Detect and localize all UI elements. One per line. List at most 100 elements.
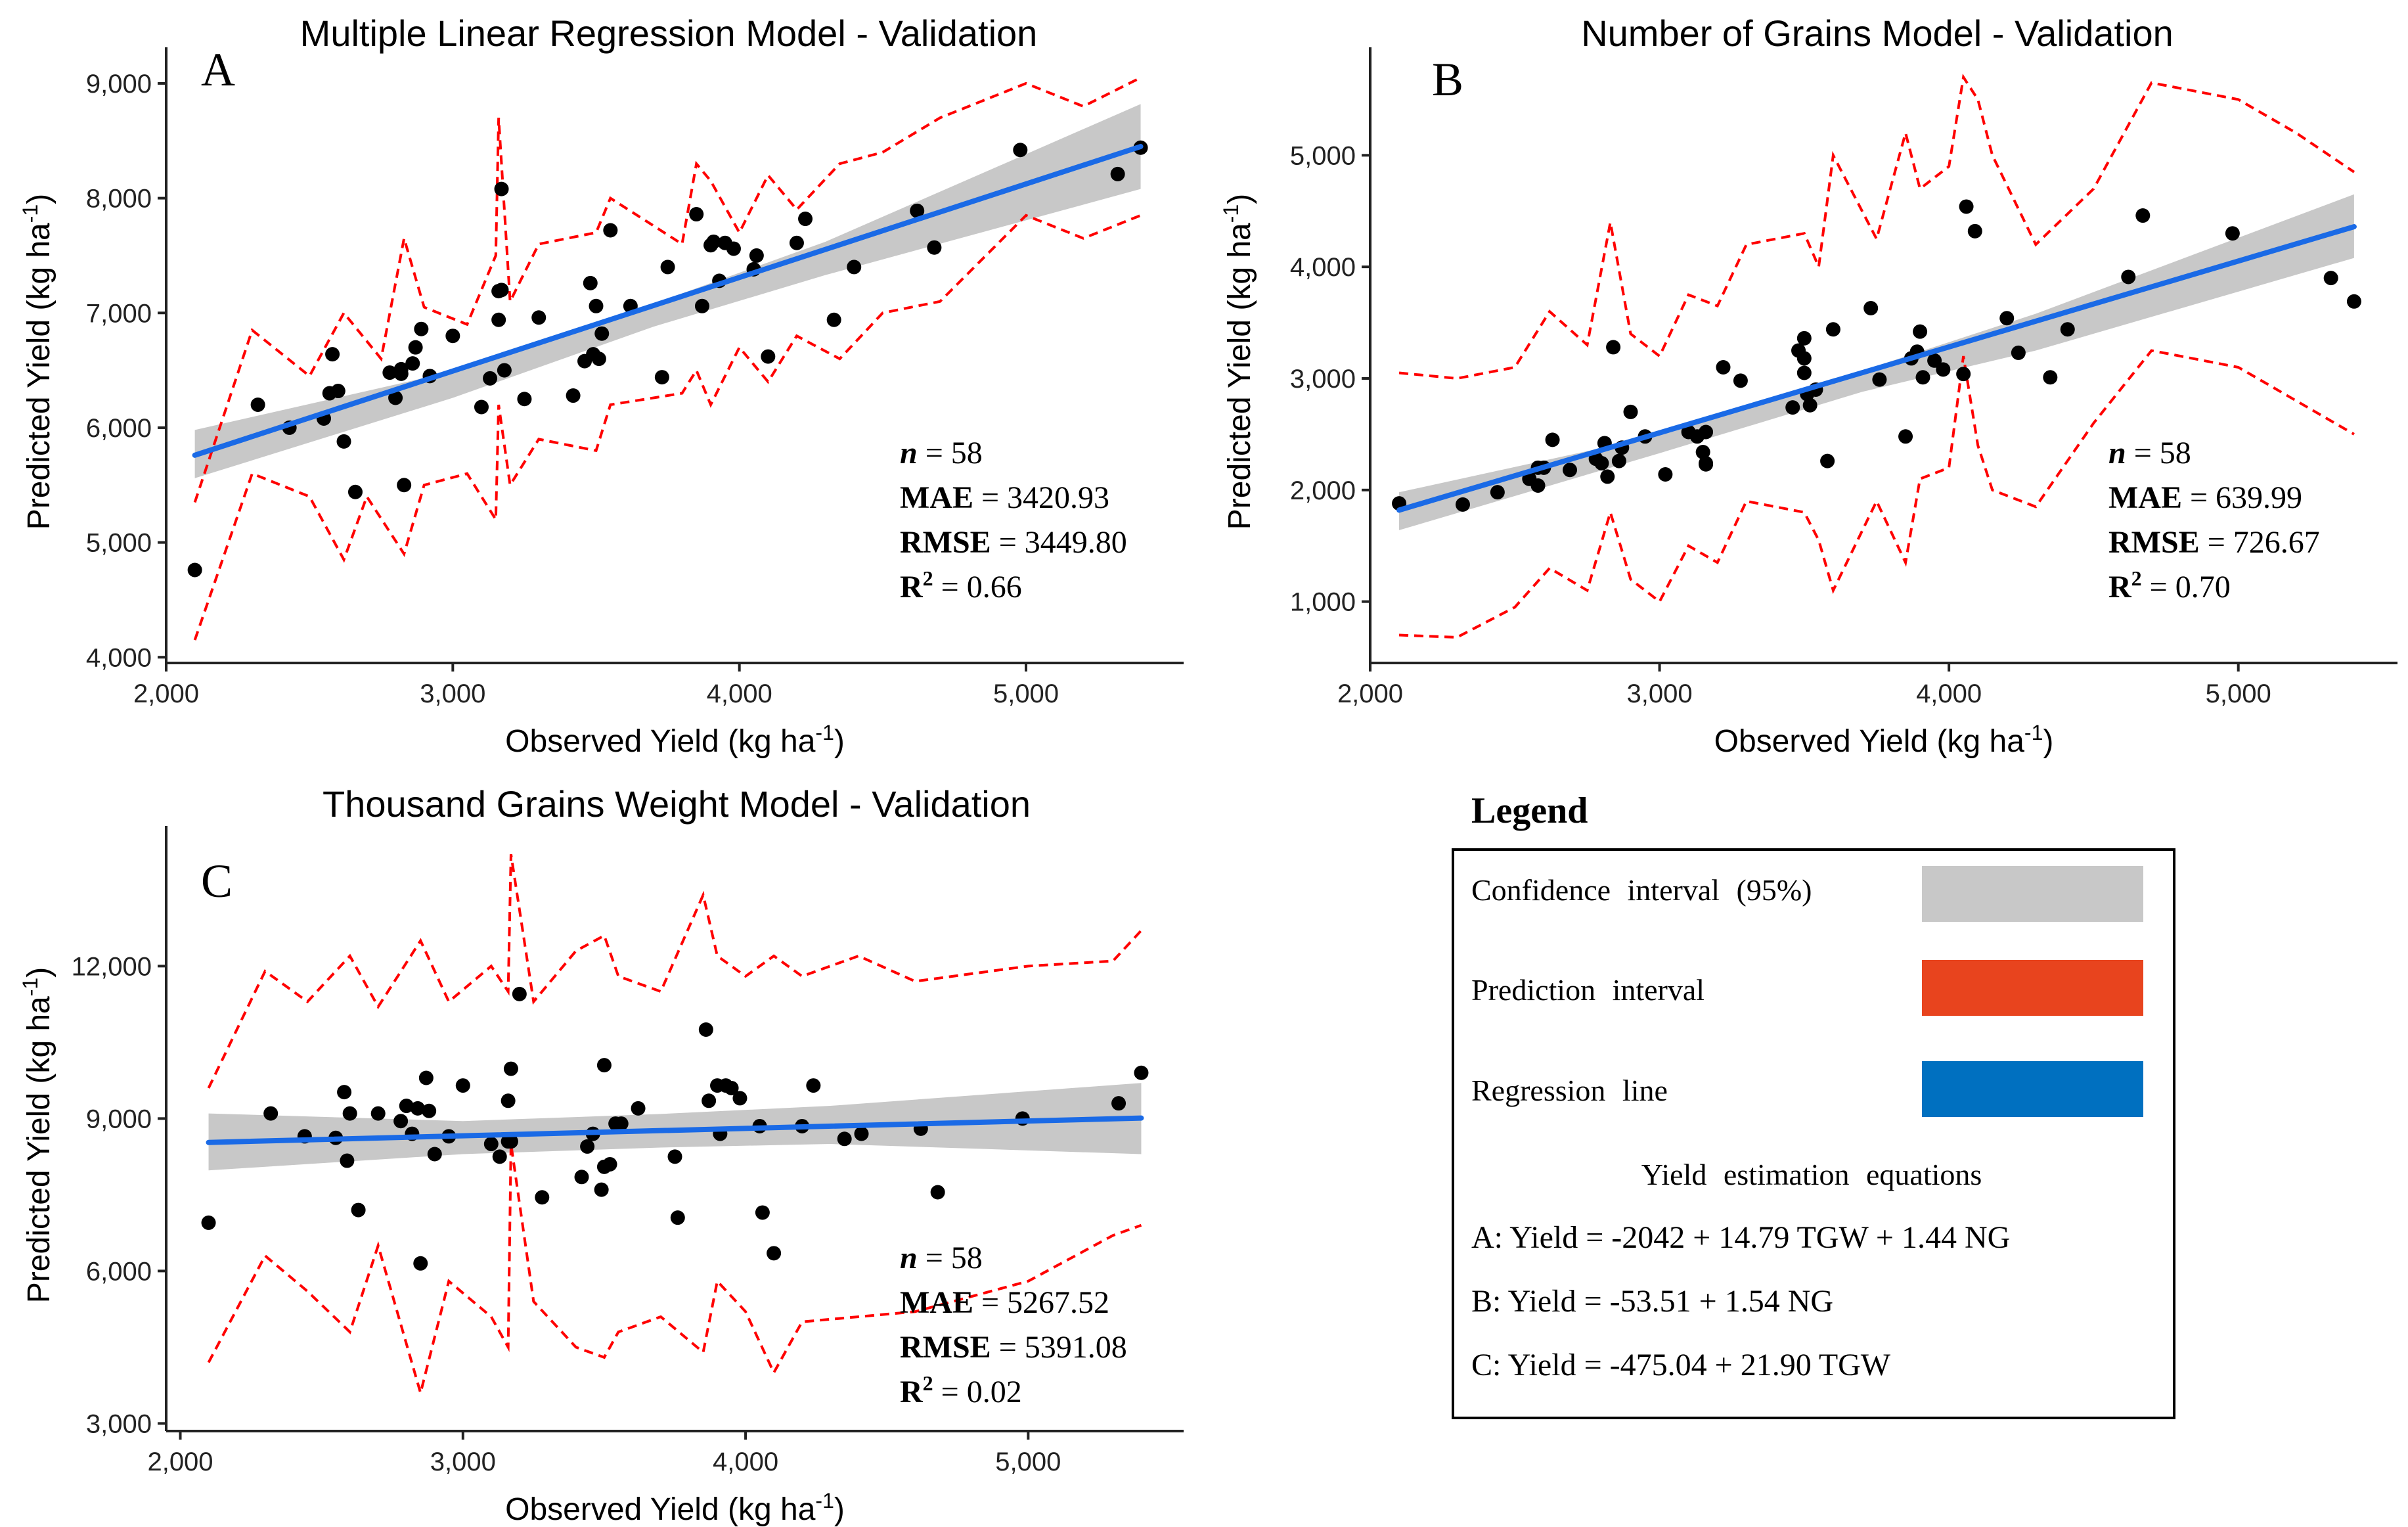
panel-letter: A [201,43,235,96]
data-point [854,1126,869,1141]
data-point [1956,367,1971,382]
data-point [413,1256,428,1271]
data-point [325,347,340,362]
stat-n: n = 58 [2108,436,2191,470]
regression-line [192,144,1144,458]
x-tick-label: 2,000 [133,679,199,708]
data-point [388,390,403,405]
data-point [1820,453,1835,468]
data-point [322,386,337,401]
data-point [1611,453,1626,468]
legend-swatch-regression [1922,1061,2143,1117]
data-point [1913,324,1928,339]
data-point [749,248,764,263]
data-point [1915,370,1930,385]
x-axis-label: Observed Yield (kg ha-1) [1714,721,2054,759]
data-point [755,1205,770,1220]
data-point [497,363,512,378]
legend-item-regression-label: Regression line [1471,1074,1668,1107]
x-tick-label: 3,000 [430,1447,496,1476]
data-point [340,1153,355,1168]
data-point [1658,467,1673,482]
data-point [594,326,610,341]
data-point [2225,226,2240,241]
data-point [494,283,509,298]
data-point [483,371,498,386]
x-axis-label: Observed Yield (kg ha-1) [505,1489,845,1527]
data-point [767,1246,782,1261]
data-point [608,1116,623,1131]
data-point [393,361,409,376]
data-point [336,434,351,449]
data-point [1110,166,1125,181]
legend: Legend Confidence interval (95%) Predict… [1452,790,2175,1419]
y-tick-label: 5,000 [86,529,152,558]
data-point [337,1085,352,1100]
stat-n: n = 58 [900,1241,983,1275]
stat-rmse: RMSE = 5391.08 [900,1330,1127,1365]
panel-c: Thousand Grains Weight Model - Validatio… [18,783,1184,1527]
data-point [1455,497,1470,512]
y-tick-label: 9,000 [86,1105,152,1133]
y-tick-label: 3,000 [1290,365,1356,394]
equation-a: A: Yield = -2042 + 14.79 TGW + 1.44 NG [1471,1220,2010,1255]
stat-r2: R2 = 0.70 [2108,566,2231,604]
legend-item-confidence-label: Confidence interval (95%) [1471,873,1812,907]
data-point [405,356,420,371]
stat-mae: MAE = 3420.93 [900,480,1109,515]
data-point [393,1114,409,1129]
x-tick-label: 2,000 [147,1447,213,1476]
data-point [1562,463,1577,478]
data-point [492,1149,507,1164]
data-point [654,370,669,385]
data-point [798,212,813,227]
legend-item-prediction-label: Prediction interval [1471,973,1705,1007]
data-point [1606,340,1621,355]
data-point [689,207,704,222]
x-tick-label: 5,000 [995,1447,1061,1476]
data-point [418,1070,434,1085]
data-point [250,398,265,412]
data-point [1927,353,1942,368]
data-point [351,1202,366,1218]
data-point [1796,351,1812,366]
regression-line [1396,224,2357,513]
data-point [408,340,423,355]
data-point [370,1106,386,1121]
data-point [187,562,202,578]
data-point [2135,208,2151,223]
panel-b: Number of Grains Model - Validation B 2,00… [1219,12,2397,759]
data-point [2060,322,2075,337]
data-point [1716,359,1731,375]
data-point [512,986,527,1001]
data-point [2323,271,2338,286]
regression-line [206,1115,1144,1145]
data-point [531,310,546,325]
data-point [594,1182,609,1197]
data-point [1863,300,1879,315]
data-point [670,1210,685,1225]
data-point [1600,469,1615,484]
data-point [491,312,506,327]
stat-rmse: RMSE = 726.67 [2108,525,2320,560]
legend-box [1452,848,2175,1419]
y-tick-label: 6,000 [86,1257,152,1286]
data-point [910,203,925,218]
data-point [2011,345,2026,360]
data-point [1699,456,1714,471]
data-point [732,1091,747,1106]
data-point [660,260,675,275]
data-point [1959,199,1974,214]
y-tick-label: 7,000 [86,299,152,328]
data-point [1594,456,1609,471]
y-tick-label: 3,000 [86,1409,152,1438]
data-point [1695,445,1710,460]
data-point [474,399,489,415]
data-point [1013,143,1028,158]
equation-c: C: Yield = -475.04 + 21.90 TGW [1471,1348,1891,1382]
x-tick-label: 4,000 [713,1447,778,1476]
data-point [422,1103,437,1118]
data-point [718,1078,733,1093]
data-point [574,1170,589,1185]
